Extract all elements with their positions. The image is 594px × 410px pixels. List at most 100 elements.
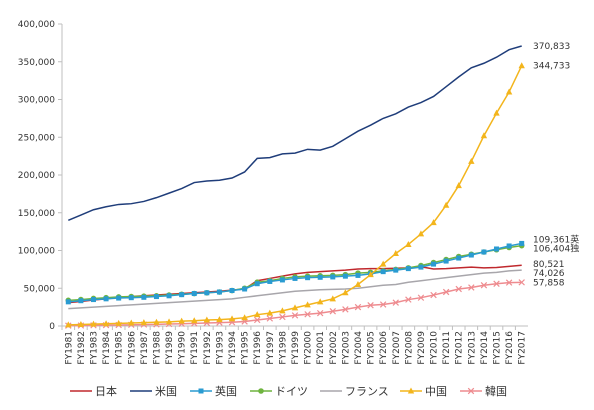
end-value-label: 106,404独: [533, 243, 579, 255]
y-tick-label: 250,000: [18, 133, 55, 143]
x-tick-label: FY1988: [152, 331, 162, 365]
data-point: [518, 62, 525, 69]
data-point: [266, 315, 274, 322]
series-line: [68, 269, 522, 310]
data-point: [417, 230, 425, 237]
data-point: [253, 316, 261, 324]
data-point: [455, 182, 462, 189]
data-point: [379, 260, 387, 267]
series-line: [68, 65, 523, 326]
data-point: [229, 288, 235, 294]
legend-label: 韓国: [485, 385, 507, 398]
y-tick-label: 400,000: [18, 20, 55, 30]
data-point: [291, 304, 299, 311]
data-point: [468, 157, 475, 164]
data-point: [316, 309, 324, 317]
legend-item: 米国: [130, 385, 177, 398]
data-point: [330, 274, 336, 280]
data-point: [354, 303, 362, 311]
end-value-label: 370,833: [533, 42, 570, 52]
data-point: [431, 261, 437, 267]
x-tick-label: FY2009: [417, 331, 427, 365]
y-tick-label: 200,000: [18, 171, 55, 181]
series-4: [65, 242, 525, 304]
x-tick-label: FY2012: [455, 331, 465, 365]
series-3: [65, 240, 525, 305]
data-point: [291, 312, 299, 319]
data-point: [405, 296, 412, 303]
data-point: [442, 288, 450, 296]
data-point: [355, 272, 361, 278]
end-value-label: 74,026: [533, 269, 565, 279]
data-point: [418, 264, 424, 270]
data-point: [405, 266, 411, 272]
data-point: [480, 282, 488, 289]
x-tick-label: FY1986: [127, 331, 137, 365]
series-6: [65, 62, 525, 328]
data-point: [203, 316, 211, 323]
data-point: [216, 316, 223, 323]
x-axis: FY1981 FY1982 FY1983 FY1984 FY1985 FY1986 FY19…: [61, 325, 528, 365]
data-point: [153, 318, 160, 325]
data-point: [279, 313, 286, 321]
y-tick-label: 50,000: [24, 284, 56, 294]
legend-marker: [467, 387, 475, 395]
legend-label: 日本: [95, 384, 117, 398]
data-point: [493, 109, 500, 116]
data-point: [316, 298, 324, 305]
data-point: [417, 294, 425, 301]
x-tick-label: FY1981: [64, 331, 74, 365]
x-tick-label: FY2008: [404, 331, 414, 365]
data-point: [267, 278, 273, 284]
legend-marker: [198, 388, 204, 394]
data-point: [304, 301, 311, 308]
data-point: [216, 289, 222, 295]
y-tick-label: 0: [49, 322, 55, 332]
data-point: [342, 289, 349, 296]
x-tick-label: FY1998: [278, 331, 288, 365]
data-point: [493, 280, 500, 287]
x-tick-label: FY2001: [316, 331, 326, 365]
data-point: [354, 280, 362, 287]
data-point: [393, 267, 399, 273]
x-tick-label: FY1999: [291, 331, 301, 365]
data-point: [443, 258, 449, 264]
data-point: [90, 320, 97, 327]
data-point: [115, 319, 122, 326]
data-point: [166, 293, 172, 299]
data-point: [305, 275, 311, 281]
data-point: [241, 314, 248, 321]
legend-item: 中国: [400, 385, 447, 398]
data-point: [292, 275, 298, 281]
legend-label: ドイツ: [275, 385, 308, 398]
data-point: [329, 308, 337, 315]
series-line: [68, 45, 522, 221]
data-point: [505, 88, 513, 95]
x-tick-label: FY2000: [304, 331, 314, 365]
end-value-label: 80,521: [533, 260, 565, 270]
data-point: [77, 320, 85, 327]
x-tick-label: FY2002: [329, 331, 339, 365]
data-point: [116, 295, 122, 301]
data-point: [367, 271, 374, 278]
end-value-label: 109,361英: [533, 233, 579, 245]
legend-item: ドイツ: [250, 385, 308, 398]
data-point: [254, 281, 260, 287]
legend-label: 米国: [155, 385, 177, 398]
x-tick-label: FY2004: [354, 331, 364, 365]
x-tick-label: FY2016: [505, 331, 515, 365]
data-point: [90, 297, 96, 303]
x-tick-label: FY1985: [115, 331, 125, 365]
series-line: [68, 242, 522, 303]
legend: 日本 米国 英国 ドイツ フランス 中国 韓国: [70, 384, 507, 398]
data-point: [65, 299, 71, 305]
x-tick-label: FY1987: [140, 331, 150, 365]
data-point: [392, 299, 399, 306]
legend-marker: [258, 388, 264, 394]
data-point: [279, 307, 286, 314]
data-point: [179, 292, 185, 298]
legend-item: フランス: [320, 385, 389, 398]
x-tick-label: FY2015: [493, 331, 503, 365]
data-point: [103, 296, 109, 302]
